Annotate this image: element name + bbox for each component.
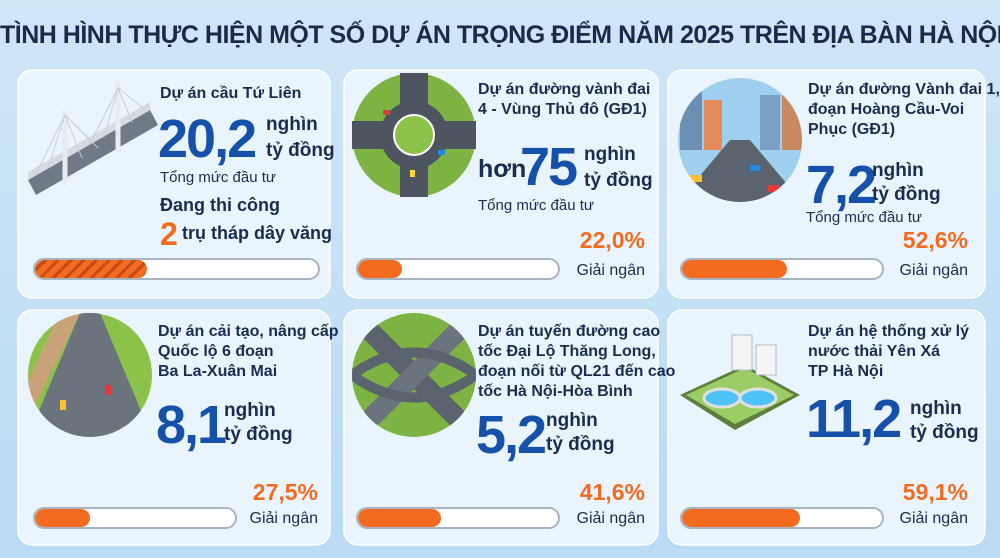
unit: nghìn: [872, 160, 924, 181]
progress-track: [680, 507, 884, 529]
amount-caption: Tổng mức đầu tư: [478, 197, 594, 214]
amount: 5,2: [476, 405, 547, 465]
roundabout-illustration: [352, 73, 476, 197]
water-treatment-illustration: [680, 334, 800, 430]
progress-track: [356, 258, 560, 280]
amount-caption: Tổng mức đầu tư: [806, 209, 922, 226]
disbursement-label: 59,1%: [902, 479, 968, 505]
project-name: đoạn Hoàng Cầu-Voi: [808, 101, 965, 118]
project-name: tốc Hà Nội-Hòa Bình: [478, 383, 633, 400]
card: [17, 69, 331, 299]
progress-bar: [35, 509, 90, 527]
project-name: Dự án đường vành đai: [478, 81, 651, 98]
unit: nghìn: [910, 398, 962, 419]
status-count: 2: [160, 216, 178, 252]
amount: 75: [520, 137, 578, 197]
disbursement-label: 52,6%: [902, 227, 968, 253]
unit: tỷ đồng: [872, 184, 941, 205]
unit: nghìn: [584, 144, 636, 165]
project-name: đoạn nối từ QL21 đến cao: [478, 363, 676, 380]
project-name: Dự án đường Vành đai 1,: [808, 81, 1000, 98]
disbursement-caption: Giải ngân: [899, 510, 969, 527]
progress-bar: [682, 260, 788, 278]
progress-track: [680, 258, 884, 280]
amount: 11,2: [806, 389, 902, 449]
disbursement-caption: Giải ngân: [576, 262, 646, 279]
title: TÌNH HÌNH THỰC HIỆN MỘT SỐ DỰ ÁN TRỌNG Đ…: [0, 21, 1000, 49]
progress-bar: [358, 509, 442, 527]
unit: tỷ đồng: [266, 140, 335, 161]
progress-bar: [682, 509, 801, 527]
city-street-illustration: [678, 78, 802, 202]
project-name: nước thải Yên Xá: [808, 343, 941, 360]
disbursement-label: 22,0%: [579, 227, 645, 253]
unit: nghìn: [224, 400, 276, 421]
progress-bar: [358, 260, 402, 278]
progress-hatch: [35, 260, 147, 278]
project-name: tốc Đại Lộ Thăng Long,: [478, 343, 656, 360]
amount: 7,2: [806, 155, 877, 215]
highway-illustration: [28, 313, 152, 437]
disbursement-caption: Giải ngân: [899, 262, 969, 279]
amount: 8,1: [156, 395, 227, 455]
project-name: Quốc lộ 6 đoạn: [158, 343, 274, 360]
project-name: Dự án cầu Tứ Liên: [160, 85, 302, 102]
disbursement-caption: Giải ngân: [249, 510, 319, 527]
amount-caption: Tổng mức đầu tư: [160, 169, 276, 186]
bridge-illustration: [28, 82, 158, 195]
project-name: Dự án hệ thống xử lý: [808, 323, 969, 340]
project-name: 4 - Vùng Thủ đô (GĐ1): [478, 101, 647, 118]
progress-track: [356, 507, 560, 529]
unit: nghìn: [266, 114, 318, 135]
prefix: hơn: [478, 155, 527, 183]
interchange-illustration: [352, 313, 476, 437]
amount: 20,2: [158, 109, 257, 169]
project-name: TP Hà Nội: [808, 363, 884, 380]
progress-track: [33, 258, 320, 280]
status-detail: trụ tháp dây văng: [182, 223, 333, 243]
unit: tỷ đồng: [224, 424, 293, 445]
status: Đang thi công: [160, 195, 280, 215]
unit: tỷ đồng: [910, 422, 979, 443]
progress-track: [33, 507, 237, 529]
project-name: Ba La-Xuân Mai: [158, 363, 278, 380]
project-name: Phục (GĐ1): [808, 121, 896, 138]
disbursement-label: 41,6%: [579, 479, 645, 505]
project-name: Dự án tuyến đường cao: [478, 323, 661, 340]
disbursement-label: 27,5%: [252, 479, 318, 505]
disbursement-caption: Giải ngân: [576, 510, 646, 527]
project-name: Dự án cải tạo, nâng cấp: [158, 323, 339, 340]
unit: nghìn: [546, 410, 598, 431]
unit: tỷ đồng: [584, 170, 653, 191]
unit: tỷ đồng: [546, 434, 615, 455]
